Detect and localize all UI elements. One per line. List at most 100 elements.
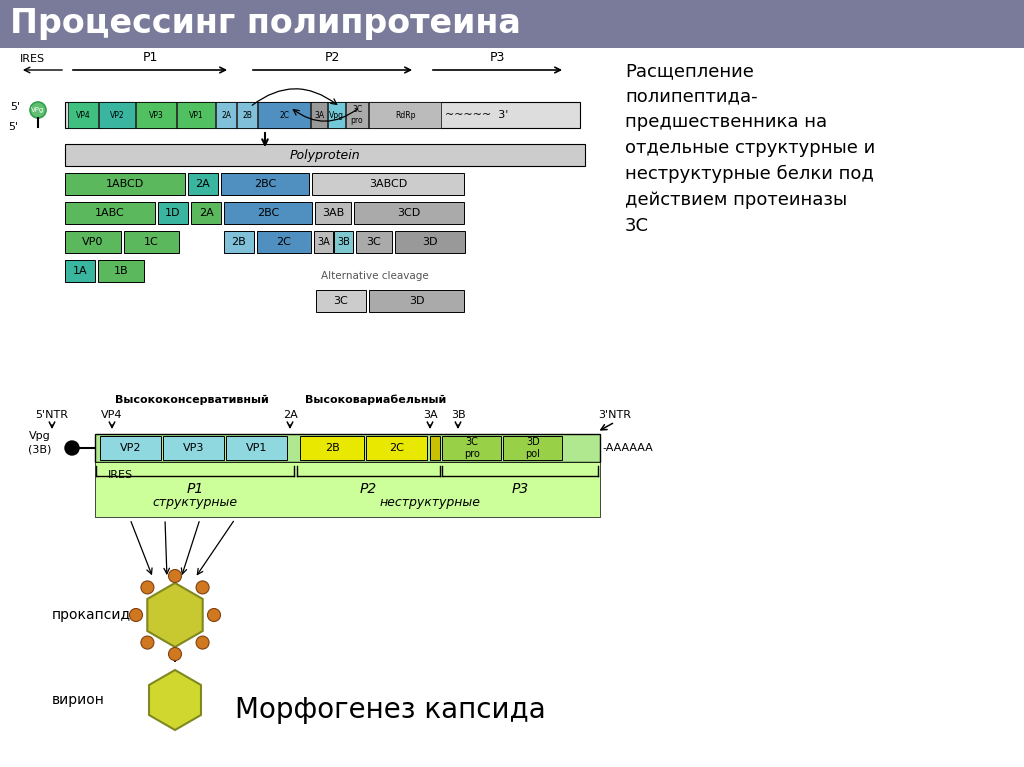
Bar [346, 102, 368, 128]
Text: 3CD: 3CD [397, 208, 421, 218]
Bar [68, 102, 98, 128]
Text: 3C: 3C [334, 296, 348, 306]
Bar [98, 260, 144, 282]
Text: 2BC: 2BC [257, 208, 280, 218]
Text: Vpg: Vpg [29, 431, 51, 441]
Text: 2B: 2B [326, 443, 340, 453]
Text: 1B: 1B [114, 266, 128, 276]
Bar [366, 436, 427, 460]
Bar [311, 102, 327, 128]
Text: структурные: структурные [153, 496, 238, 509]
Circle shape [129, 608, 142, 621]
Text: 3'NTR: 3'NTR [598, 410, 632, 420]
Text: P2: P2 [359, 482, 377, 496]
Text: VP0: VP0 [82, 237, 103, 247]
Text: VP3: VP3 [148, 110, 164, 120]
Text: 1A: 1A [73, 266, 87, 276]
Text: 3B: 3B [337, 237, 350, 247]
Text: Высоковариабельный: Высоковариабельный [305, 394, 446, 405]
Bar [65, 173, 185, 195]
Circle shape [169, 570, 181, 582]
Bar [258, 102, 310, 128]
Text: 3D: 3D [422, 237, 437, 247]
Bar [237, 102, 257, 128]
Bar [257, 231, 311, 253]
Bar [65, 260, 95, 282]
Bar [503, 436, 562, 460]
Bar [158, 202, 188, 224]
Circle shape [196, 636, 209, 649]
Bar [95, 462, 600, 517]
Text: 3A: 3A [314, 110, 324, 120]
Text: IRES: IRES [108, 470, 132, 480]
Text: 5': 5' [10, 102, 20, 112]
Bar [65, 144, 585, 166]
Text: IRES: IRES [19, 54, 45, 64]
Text: Морфогенез капсида: Морфогенез капсида [234, 696, 546, 724]
Text: (3B): (3B) [29, 445, 51, 455]
Bar [224, 231, 254, 253]
Text: ~~~~~  3': ~~~~~ 3' [445, 110, 508, 120]
Text: 2B: 2B [231, 237, 247, 247]
Text: 5': 5' [8, 122, 18, 132]
Circle shape [65, 441, 79, 455]
Text: 2C: 2C [389, 443, 404, 453]
Circle shape [169, 647, 181, 660]
Text: 2C: 2C [279, 110, 289, 120]
Bar [312, 173, 464, 195]
Bar [316, 290, 366, 312]
Text: 3D
pol: 3D pol [525, 437, 541, 459]
Text: 2A: 2A [283, 410, 297, 420]
Text: неструктурные: неструктурные [380, 496, 480, 509]
Text: 2BC: 2BC [254, 179, 276, 189]
Bar [356, 231, 392, 253]
Text: 1C: 1C [144, 237, 159, 247]
Bar [315, 202, 351, 224]
Circle shape [141, 636, 154, 649]
Bar [314, 231, 333, 253]
Bar [369, 102, 441, 128]
Text: 3D: 3D [409, 296, 424, 306]
Text: 1ABCD: 1ABCD [105, 179, 144, 189]
Bar [65, 202, 155, 224]
Bar [442, 436, 501, 460]
Bar [216, 102, 236, 128]
Circle shape [30, 102, 46, 118]
Text: VP4: VP4 [101, 410, 123, 420]
Text: Процессинг полипротеина: Процессинг полипротеина [10, 8, 521, 41]
Text: 3ABCD: 3ABCD [369, 179, 408, 189]
Bar [226, 436, 287, 460]
Bar [369, 290, 464, 312]
Bar [163, 436, 224, 460]
Circle shape [196, 581, 209, 594]
Text: 3B: 3B [451, 410, 465, 420]
Text: 5'NTR: 5'NTR [36, 410, 69, 420]
Text: 3C
pro: 3C pro [350, 105, 364, 125]
Bar [328, 102, 345, 128]
Text: Расщепление
полипептида-
предшественника на
отдельные структурные и
неструктурны: Расщепление полипептида- предшественника… [625, 62, 876, 235]
Text: 3A: 3A [423, 410, 437, 420]
Text: 2B: 2B [242, 110, 252, 120]
Text: VP4: VP4 [76, 110, 90, 120]
Bar [354, 202, 464, 224]
Text: 3C: 3C [367, 237, 381, 247]
Bar [334, 231, 353, 253]
Text: P3: P3 [489, 51, 505, 64]
Bar [188, 173, 218, 195]
Text: 3A: 3A [317, 237, 330, 247]
Text: P2: P2 [325, 51, 340, 64]
Text: VP1: VP1 [247, 443, 267, 453]
Text: -AAAAAA: -AAAAAA [602, 443, 652, 453]
Circle shape [208, 608, 220, 621]
Text: RdRp: RdRp [394, 110, 416, 120]
Bar [95, 434, 600, 462]
Bar [430, 436, 440, 460]
Text: Polyprotein: Polyprotein [290, 149, 360, 162]
Bar [224, 202, 312, 224]
Bar [124, 231, 179, 253]
Bar [136, 102, 176, 128]
Bar [300, 436, 364, 460]
Text: VP1: VP1 [188, 110, 204, 120]
Bar [100, 436, 161, 460]
Text: 2C: 2C [276, 237, 292, 247]
